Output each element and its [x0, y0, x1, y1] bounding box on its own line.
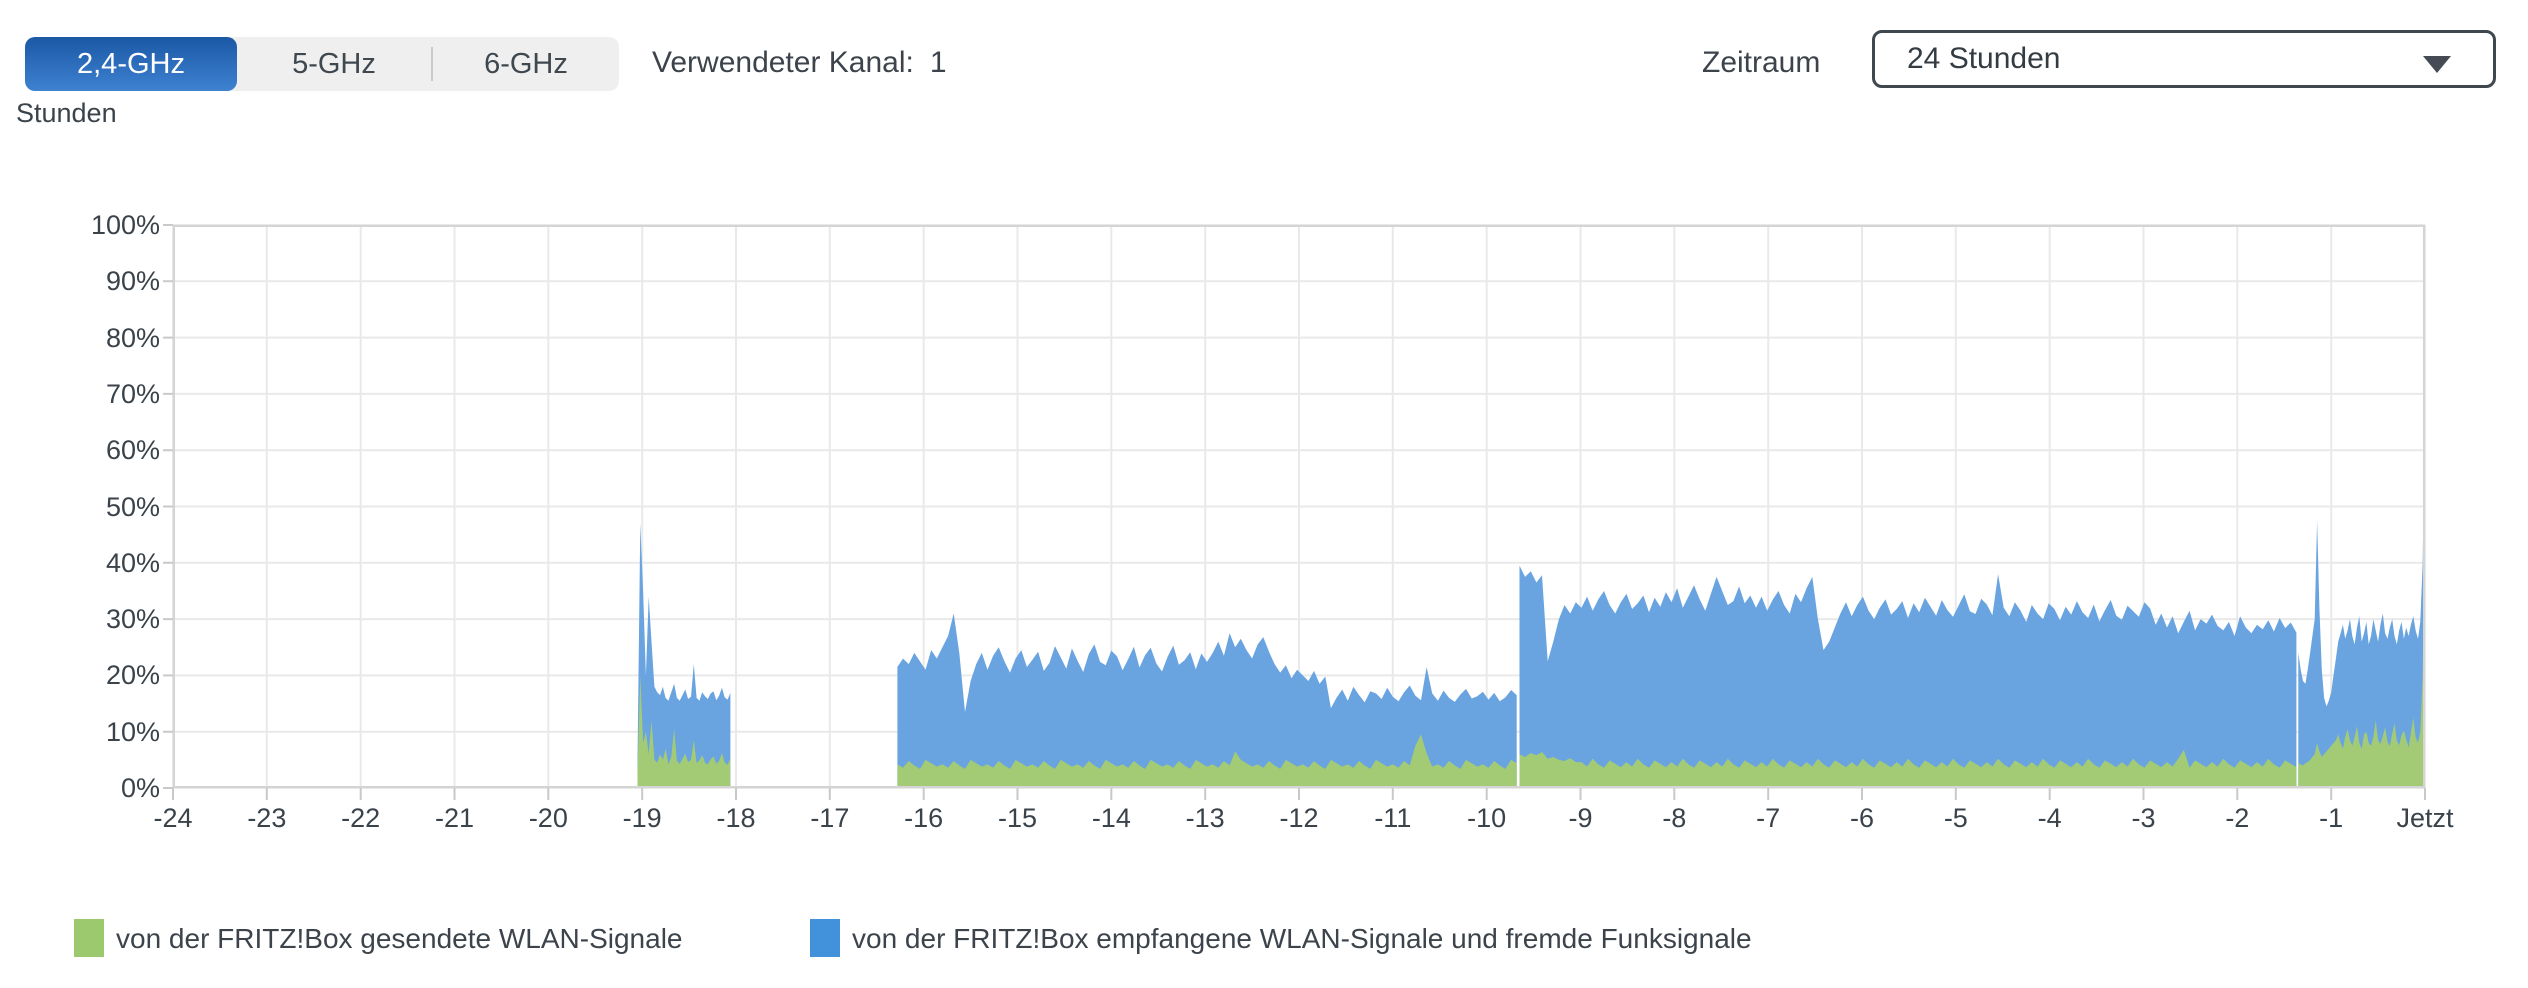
used-channel-label: Verwendeter Kanal: [652, 46, 914, 79]
x-tick-label: -6 [1849, 803, 1874, 833]
tab-divider [431, 47, 433, 81]
legend-swatch-received [810, 919, 840, 957]
x-tick-label: -17 [810, 803, 850, 833]
x-tick-label: -2 [2225, 803, 2250, 833]
y-tick-label: 80% [105, 322, 160, 353]
tab-6-ghz[interactable]: 6-GHz [433, 37, 619, 91]
y-tick-label: 70% [105, 378, 160, 409]
x-tick-label: -1 [2319, 803, 2344, 833]
tab-2-4-ghz[interactable]: 2,4-GHz [25, 37, 237, 91]
x-tick-label: -13 [1185, 803, 1225, 833]
x-tick-label: -14 [1091, 803, 1131, 833]
x-tick-label: -19 [622, 803, 662, 833]
y-tick-label: 20% [105, 660, 160, 691]
y-tick-label: 60% [105, 435, 160, 466]
x-tick-label: -3 [2131, 803, 2156, 833]
x-tick-label: -8 [1662, 803, 1687, 833]
y-tick-label: 30% [105, 604, 160, 635]
x-tick-label: -9 [1568, 803, 1593, 833]
zeitraum-selected-option: 24 Stunden [1907, 42, 2061, 75]
x-tick-label: -18 [716, 803, 756, 833]
x-tick-label: -16 [904, 803, 944, 833]
chart-plot-border [173, 225, 2425, 788]
x-tick-label: -22 [341, 803, 381, 833]
y-tick-label: 0% [120, 773, 160, 803]
legend-label-received: von der FRITZ!Box empfangene WLAN-Signal… [852, 923, 1752, 954]
used-channel-value: 1 [929, 46, 947, 79]
legend-swatch-sent [74, 919, 104, 957]
used-channel: Verwendeter Kanal: 1 [652, 46, 947, 80]
axis-unit-label: Stunden [16, 98, 117, 128]
x-tick-label: -10 [1467, 803, 1507, 833]
x-tick-label: Jetzt [2396, 803, 2454, 833]
band-tab-group: 2,4-GHz 5-GHz 6-GHz [25, 37, 619, 91]
y-tick-label: 10% [105, 716, 160, 747]
x-tick-label: -15 [997, 803, 1038, 833]
x-tick-label: -23 [247, 803, 287, 833]
x-tick-label: -7 [1756, 803, 1781, 833]
x-tick-label: -5 [1943, 803, 1968, 833]
y-tick-label: 90% [105, 266, 160, 297]
channel-usage-chart [163, 224, 2426, 800]
y-tick-label: 40% [105, 547, 160, 578]
zeitraum-label: Zeitraum [1702, 46, 1821, 79]
received-signals-area [637, 360, 2425, 788]
y-tick-label: 100% [90, 210, 160, 240]
y-tick-label: 50% [105, 491, 160, 522]
chevron-down-icon [2423, 56, 2451, 73]
legend-label-sent: von der FRITZ!Box gesendete WLAN-Signale [116, 923, 683, 954]
tab-5-ghz[interactable]: 5-GHz [237, 37, 431, 91]
x-tick-label: -20 [528, 803, 568, 833]
x-tick-label: -11 [1374, 803, 1412, 833]
x-tick-label: -4 [2037, 803, 2062, 833]
zeitraum-select[interactable]: 24 Stunden [1872, 30, 2496, 88]
chart-axis-ticks [163, 224, 2426, 800]
x-tick-label: -24 [153, 803, 193, 833]
x-tick-label: -21 [434, 803, 475, 833]
x-tick-label: -12 [1279, 803, 1319, 833]
